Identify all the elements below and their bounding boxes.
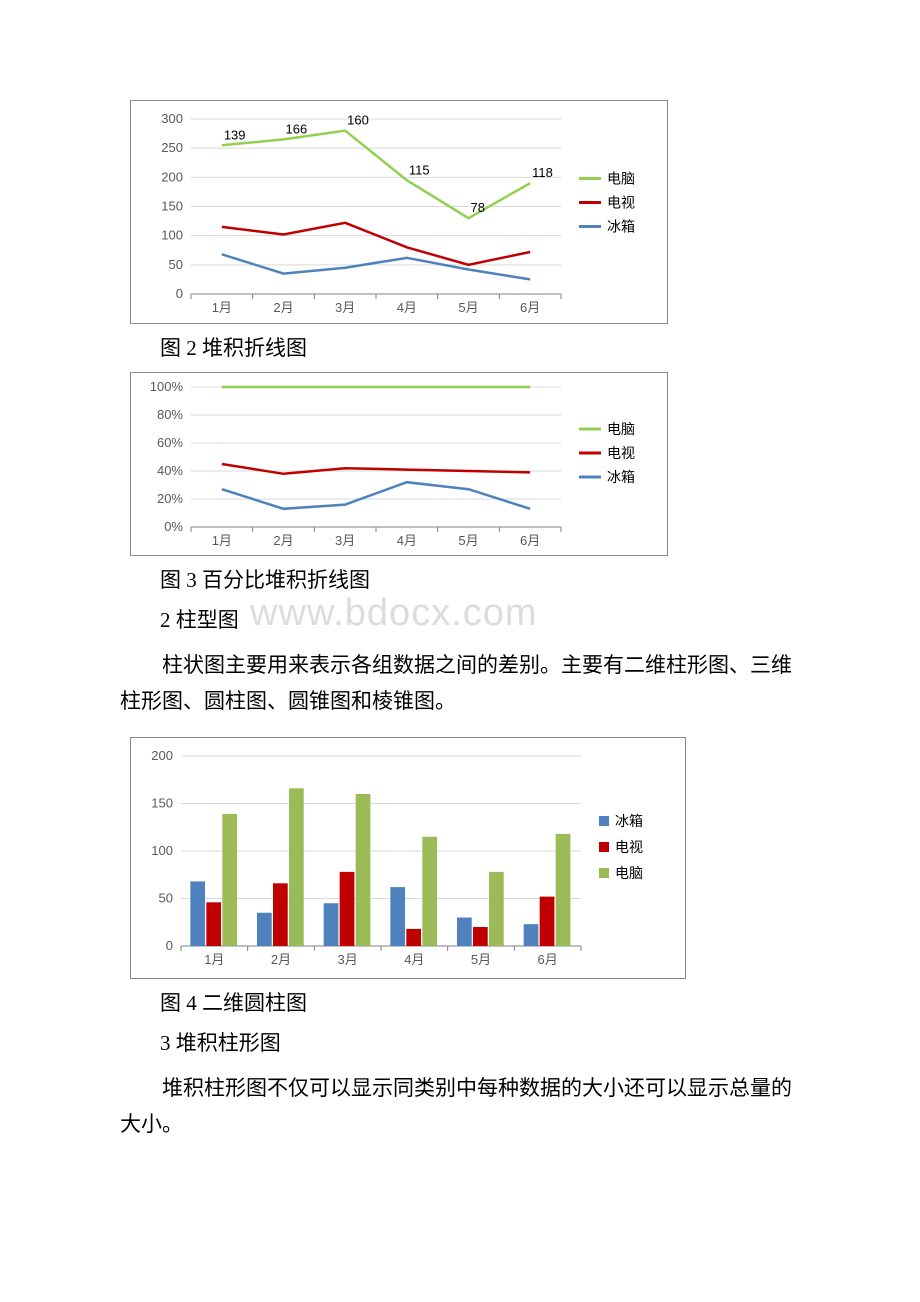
svg-text:78: 78 bbox=[471, 200, 485, 215]
svg-text:80%: 80% bbox=[157, 407, 183, 422]
svg-text:冰箱: 冰箱 bbox=[607, 219, 635, 235]
svg-text:2月: 2月 bbox=[271, 952, 291, 967]
heading-row: 2 柱型图 www.bdocx.com bbox=[120, 604, 800, 634]
svg-text:3月: 3月 bbox=[338, 952, 358, 967]
caption-fig4: 图 4 二维圆柱图 bbox=[160, 987, 800, 1017]
svg-text:电视: 电视 bbox=[615, 839, 643, 855]
svg-text:冰箱: 冰箱 bbox=[615, 813, 643, 829]
svg-text:2月: 2月 bbox=[273, 533, 293, 548]
svg-text:6月: 6月 bbox=[520, 533, 540, 548]
svg-text:0: 0 bbox=[176, 286, 183, 301]
svg-text:4月: 4月 bbox=[404, 952, 424, 967]
svg-text:电脑: 电脑 bbox=[607, 171, 635, 187]
svg-text:50: 50 bbox=[159, 891, 173, 906]
svg-text:5月: 5月 bbox=[471, 952, 491, 967]
svg-text:1月: 1月 bbox=[212, 533, 232, 548]
svg-text:3月: 3月 bbox=[335, 300, 355, 315]
svg-text:300: 300 bbox=[161, 111, 183, 126]
svg-text:50: 50 bbox=[169, 257, 183, 272]
svg-text:115: 115 bbox=[409, 162, 430, 177]
svg-text:4月: 4月 bbox=[397, 533, 417, 548]
document-page: 0 50 100 150 200 250 300 1月 2月 3月 4月 5月 6月 139 166 160 1… bbox=[0, 0, 920, 1221]
svg-text:200: 200 bbox=[161, 169, 183, 184]
svg-text:电脑: 电脑 bbox=[615, 865, 643, 881]
svg-text:200: 200 bbox=[151, 748, 173, 763]
section-heading-bar: 2 柱型图 bbox=[160, 604, 800, 634]
svg-text:0%: 0% bbox=[164, 519, 183, 534]
svg-text:冰箱: 冰箱 bbox=[607, 469, 635, 485]
svg-text:2月: 2月 bbox=[273, 300, 293, 315]
svg-text:20%: 20% bbox=[157, 491, 183, 506]
svg-text:40%: 40% bbox=[157, 463, 183, 478]
svg-text:139: 139 bbox=[224, 127, 246, 142]
svg-text:100: 100 bbox=[161, 228, 183, 243]
svg-text:6月: 6月 bbox=[520, 300, 540, 315]
svg-text:118: 118 bbox=[532, 165, 553, 180]
svg-text:5月: 5月 bbox=[458, 533, 478, 548]
svg-text:4月: 4月 bbox=[397, 300, 417, 315]
svg-text:电视: 电视 bbox=[607, 195, 635, 211]
section-heading-stacked-bar: 3 堆积柱形图 bbox=[160, 1027, 800, 1057]
svg-text:100: 100 bbox=[151, 843, 173, 858]
svg-text:166: 166 bbox=[286, 121, 308, 136]
chart-clustered-bar: 0 50 100 150 200 1月 2月 3月 4月 5月 6月 冰箱电视电脑 bbox=[130, 737, 686, 979]
svg-text:3月: 3月 bbox=[335, 533, 355, 548]
svg-text:1月: 1月 bbox=[204, 952, 224, 967]
svg-text:100%: 100% bbox=[150, 379, 184, 394]
svg-text:0: 0 bbox=[166, 938, 173, 953]
chart-stacked-line: 0 50 100 150 200 250 300 1月 2月 3月 4月 5月 6月 139 166 160 1… bbox=[130, 100, 668, 324]
svg-text:1月: 1月 bbox=[212, 300, 232, 315]
svg-text:5月: 5月 bbox=[458, 300, 478, 315]
svg-text:160: 160 bbox=[347, 113, 369, 128]
paragraph-stacked-bar-desc: 堆积柱形图不仅可以显示同类别中每种数据的大小还可以显示总量的大小。 bbox=[120, 1071, 800, 1142]
svg-text:6月: 6月 bbox=[538, 952, 558, 967]
svg-text:250: 250 bbox=[161, 140, 183, 155]
svg-text:电视: 电视 bbox=[607, 445, 635, 461]
svg-text:60%: 60% bbox=[157, 435, 183, 450]
svg-text:电脑: 电脑 bbox=[607, 421, 635, 437]
chart-percent-stacked-line: 0% 20% 40% 60% 80% 100% 1月 2月 3月 4月 5月 6月 电脑电视冰箱 bbox=[130, 372, 668, 556]
svg-text:150: 150 bbox=[161, 199, 183, 214]
paragraph-bar-desc: 柱状图主要用来表示各组数据之间的差别。主要有二维柱形图、三维柱形图、圆柱图、圆锥… bbox=[120, 648, 800, 719]
svg-text:150: 150 bbox=[151, 796, 173, 811]
caption-fig2: 图 2 堆积折线图 bbox=[160, 332, 800, 362]
caption-fig3: 图 3 百分比堆积折线图 bbox=[160, 564, 800, 594]
